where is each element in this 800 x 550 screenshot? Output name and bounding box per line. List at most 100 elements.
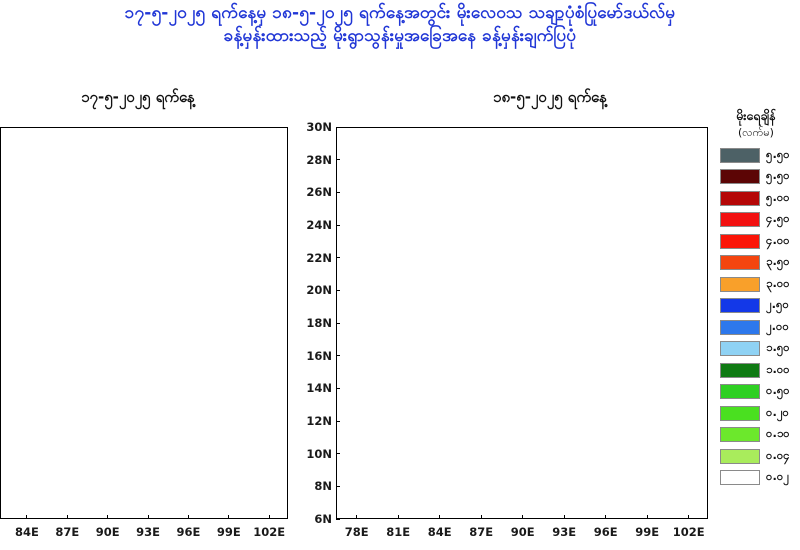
x-tick-label: 93E <box>136 525 160 539</box>
y-tick-label: 16N <box>306 348 332 363</box>
legend-value-label: ၂.၀၀ <box>766 318 789 333</box>
x-tick-mark <box>688 515 690 519</box>
x-tick-mark <box>646 515 648 519</box>
legend-entry: ၀.၀၄ <box>712 446 800 468</box>
legend-value-label: ၂.၅၀ <box>766 297 789 312</box>
y-tick-mark <box>336 159 340 161</box>
legend-color-swatch <box>720 190 760 206</box>
x-tick-label: 102E <box>253 525 286 539</box>
rainfall-map-left <box>0 127 288 519</box>
rainfall-legend: မိုးရေချိန် (လက်မ) ၅.၅၀ ၅.၅၀၅.၀၀၄.၅၀၄.၀၀၃… <box>712 108 800 489</box>
y-tick-mark <box>336 191 340 193</box>
legend-value-label: ၁.၅၀ <box>766 340 790 355</box>
x-tick-mark <box>66 515 68 519</box>
legend-color-swatch <box>720 448 760 464</box>
legend-entry-list: ၅.၅၀ ၅.၅၀၅.၀၀၄.၅၀၄.၀၀၃.၅၀ ၃.၀၀၂.၅၀၂.၀၀၁.၅၀… <box>712 145 800 489</box>
legend-entry: ၀.၅၀ <box>712 381 800 403</box>
y-tick-mark <box>336 322 340 324</box>
legend-color-swatch <box>720 427 760 443</box>
x-tick-label: 96E <box>176 525 201 539</box>
y-tick-label: 12N <box>306 414 332 428</box>
x-tick-label: 96E <box>593 525 618 539</box>
legend-color-swatch <box>720 362 760 378</box>
legend-entry: ၃.၀၀ <box>712 274 800 296</box>
legend-entry: ၄.၀၀ <box>712 231 800 253</box>
y-tick-mark <box>336 289 340 291</box>
x-tick-mark <box>522 515 524 519</box>
legend-entry: ၅.၅၀ <box>712 166 800 188</box>
y-tick-label: 20N <box>306 283 332 298</box>
map-frame-right <box>336 127 708 519</box>
y-tick-label: 22N <box>306 250 332 265</box>
y-tick-label: 8N <box>314 479 332 494</box>
y-tick-label: 18N <box>306 316 332 330</box>
legend-value-label: ၄.၅၀ <box>766 211 790 226</box>
y-tick-mark <box>336 355 340 357</box>
legend-value-label: ၅.၀၀ <box>766 189 790 204</box>
page-title: ၁၇-၅-၂၀၂၅ ရက်နေ့မှ ၁၈-၅-၂၀၂၅ ရက်နေ့အတွင်… <box>0 2 800 48</box>
legend-color-swatch <box>720 212 760 228</box>
y-tick-mark <box>336 387 340 389</box>
x-tick-mark <box>397 515 399 519</box>
legend-entry: ၄.၅၀ <box>712 209 800 231</box>
x-tick-label: 81E <box>386 525 411 539</box>
x-tick-mark <box>26 515 28 519</box>
legend-title: မိုးရေချိန် <box>736 108 776 123</box>
x-tick-mark <box>480 515 482 519</box>
legend-entry: ၁.၅၀ <box>712 338 800 360</box>
legend-color-swatch <box>720 384 760 400</box>
legend-value-label: ၀.၅၀ <box>766 383 790 398</box>
x-tick-label: 90E <box>510 525 535 539</box>
y-tick-label: 26N <box>306 185 332 200</box>
x-tick-label: 87E <box>55 525 80 539</box>
y-tick-mark <box>336 453 340 455</box>
y-tick-mark <box>336 126 340 128</box>
x-tick-label: 93E <box>552 525 577 539</box>
x-tick-label: 84E <box>14 525 39 539</box>
x-tick-mark <box>356 515 358 519</box>
legend-value-label: ၅.၅၀ <box>766 168 790 183</box>
legend-entry: ၀.၂၀ <box>712 403 800 425</box>
legend-entry: ၅.၅၀ <box>712 145 800 167</box>
title-line-1: ၁၇-၅-၂၀၂၅ ရက်နေ့မှ ၁၈-၅-၂၀၂၅ ရက်နေ့အတွင်… <box>124 3 676 23</box>
panel-date-right: ၁၈-၅-၂၀၂၅ ရက်နေ့ <box>493 88 607 106</box>
x-tick-label: 84E <box>427 525 452 539</box>
x-tick-mark <box>147 515 149 519</box>
x-tick-label: 99E <box>216 525 241 539</box>
legend-value-label: ၁.၀၀ <box>766 361 790 376</box>
legend-entry: ၀.၀၂ <box>712 467 800 489</box>
legend-value-label: ၄.၀၀ <box>766 232 790 247</box>
legend-value-label: ၀.၁၀ <box>766 426 790 441</box>
title-line-2: ခန့်မှန်းထားသည့် မိုးရွာသွန်းမှုအခြေအနေ … <box>223 25 577 46</box>
y-tick-label: 14N <box>306 381 332 396</box>
map-frame-left <box>0 127 288 519</box>
x-tick-mark <box>605 515 607 519</box>
legend-color-swatch <box>720 298 760 314</box>
legend-entry: ၁.၀၀ <box>712 360 800 382</box>
legend-color-swatch <box>720 276 760 292</box>
legend-color-swatch <box>720 341 760 357</box>
legend-value-label: ၃.၀၀ <box>766 275 790 290</box>
x-tick-mark <box>187 515 189 519</box>
legend-color-swatch <box>720 405 760 421</box>
y-tick-mark <box>336 518 340 520</box>
x-tick-mark <box>107 515 109 519</box>
x-tick-label: 90E <box>95 525 120 539</box>
legend-color-swatch <box>720 169 760 185</box>
y-tick-mark <box>336 485 340 487</box>
y-tick-label: 6N <box>314 512 332 526</box>
y-tick-mark <box>336 257 340 259</box>
rainfall-map-right <box>336 127 708 519</box>
x-tick-mark <box>228 515 230 519</box>
x-tick-label: 87E <box>469 525 494 539</box>
legend-color-swatch <box>720 147 760 163</box>
x-tick-label: 78E <box>344 525 369 539</box>
legend-entry: ၀.၁၀ <box>712 424 800 446</box>
legend-value-label: ၀.၀၂ <box>766 469 789 484</box>
y-tick-mark <box>336 224 340 226</box>
legend-entry: ၃.၅၀ <box>712 252 800 274</box>
legend-value-label: ၀.၀၄ <box>766 447 790 462</box>
legend-value-label: ၀.၂၀ <box>766 404 789 419</box>
legend-unit: (လက်မ) <box>738 125 774 139</box>
legend-entry: ၅.၀၀ <box>712 188 800 210</box>
